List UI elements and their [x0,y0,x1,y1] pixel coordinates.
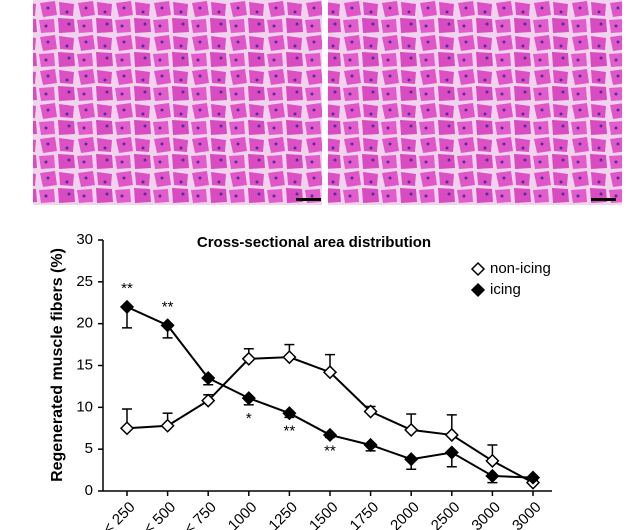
data-point [241,391,256,406]
scale-bar [591,198,616,201]
data-point [119,299,135,314]
data-point [404,422,419,437]
data-point [322,427,338,443]
y-tick-label: 5 [85,440,93,457]
significance-mark: * [246,410,252,427]
significance-mark: ** [121,280,133,297]
legend-label: icing [490,281,521,298]
x-tick-label: 2000 [387,499,423,530]
data-point [404,452,419,467]
legend-marker [470,282,486,298]
data-point [282,350,297,365]
x-tick-label: 2500 [428,499,464,530]
legend-marker [470,261,486,277]
data-point [119,421,135,436]
x-tick-label: 1500 [306,499,342,530]
x-tick-label: < 750 [181,499,220,530]
significance-mark: ** [284,422,296,439]
data-point [444,427,459,443]
significance-mark: ** [162,298,174,315]
x-tick-label: 1750 [347,499,383,530]
data-point [201,393,216,408]
x-tick-label: 3000 [509,499,545,530]
data-point [322,365,338,380]
data-point [444,445,459,460]
data-point [363,437,378,453]
data-point [160,318,175,333]
scale-bar [296,198,321,201]
y-axis-label: Regenerated muscle fibers (%) [49,248,66,482]
x-tick-label: < 250 [100,499,139,530]
y-tick-label: 20 [76,315,93,332]
x-tick-label: 3000 [468,499,504,530]
y-tick-label: 30 [76,231,93,248]
significance-mark: ** [324,442,336,459]
histology-image-left [33,0,322,205]
y-tick-label: 25 [76,273,93,290]
y-tick-label: 15 [76,356,93,373]
x-tick-label: < 500 [140,499,179,530]
data-point [525,470,541,485]
chart-title: Cross-sectional area distribution [197,234,431,251]
data-point [282,406,297,421]
x-tick-label: 1250 [265,499,301,530]
data-point [241,351,256,366]
y-tick-label: 0 [85,482,93,499]
legend-label: non-icing [490,260,551,277]
data-point [485,453,500,468]
data-point [485,468,500,484]
plot: 0 5 10 15 20 25 30 < 250 < 500 < 750 1000 1250 1500 1… [76,231,552,530]
data-point [363,404,378,419]
y-tick-label: 10 [76,398,93,415]
x-tick-label: 1000 [225,499,261,530]
data-point [201,370,216,386]
histology-image-right [328,0,622,205]
data-point [160,418,175,433]
